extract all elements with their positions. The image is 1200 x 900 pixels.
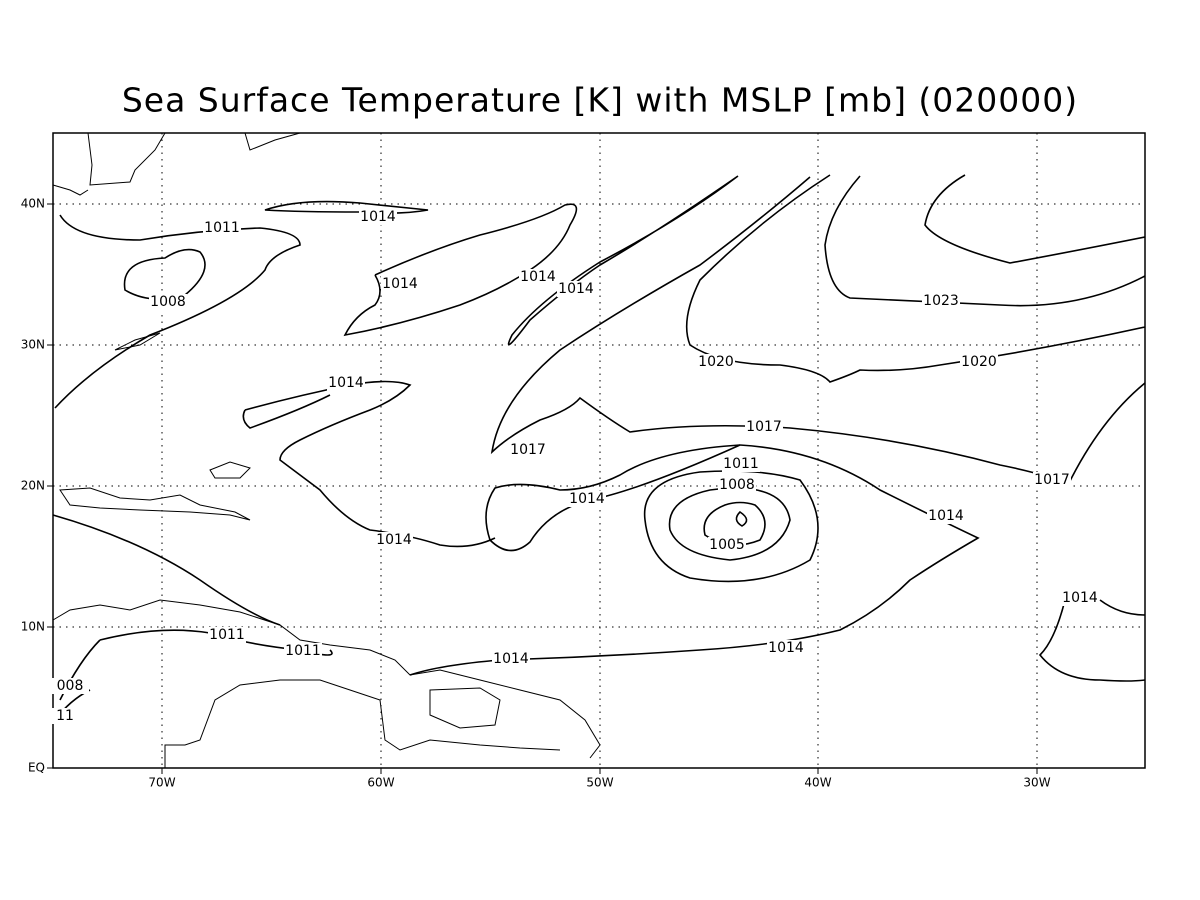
isobar-label: 1017 <box>1034 472 1070 488</box>
coastline <box>52 599 601 759</box>
isobar-label: 1005 <box>709 537 745 553</box>
label-backing <box>960 354 998 370</box>
isobar-label: 1011 <box>209 627 245 643</box>
isobar <box>703 501 766 546</box>
label-backing <box>203 220 241 236</box>
isobar-label: 1014 <box>520 269 556 285</box>
isobar-label: 1017 <box>746 419 782 435</box>
isobar-label: 1014 <box>768 640 804 656</box>
label-backing <box>708 537 746 553</box>
isobar <box>54 214 301 409</box>
isobar-label: 1014 <box>558 281 594 297</box>
label-backing <box>767 640 805 656</box>
label-backing <box>1061 590 1099 606</box>
lon-tick-label: 70W <box>148 776 175 790</box>
label-backing <box>375 532 413 548</box>
lon-tick-label: 60W <box>367 776 394 790</box>
isobar <box>824 175 1146 307</box>
lat-tick-label: EQ <box>28 761 45 775</box>
coastline <box>209 461 251 479</box>
label-backing <box>1033 472 1071 488</box>
isobar-label: 1011 <box>204 220 240 236</box>
coastline <box>59 487 251 521</box>
isobar <box>242 394 331 429</box>
isobar <box>409 444 980 676</box>
label-backing <box>51 678 89 694</box>
isobar-label: 1023 <box>923 293 959 309</box>
coastline <box>87 132 166 186</box>
label-backing <box>284 643 322 659</box>
isobar <box>1099 599 1146 616</box>
axis-labels: 70W 60W 50W 40W 30W EQ 10N 20N 30N 40N <box>21 197 1051 790</box>
isobar <box>735 510 748 527</box>
coastline <box>429 687 501 729</box>
isobar <box>490 176 1146 487</box>
label-backing <box>722 456 760 472</box>
label-backing <box>927 508 965 524</box>
label-backing <box>519 269 557 285</box>
isobar-label: 1017 <box>510 442 546 458</box>
label-backing <box>149 294 187 310</box>
isobar-label: 1008 <box>719 477 755 493</box>
coastline <box>244 132 301 151</box>
lon-tick-label: 50W <box>586 776 613 790</box>
label-backing <box>327 375 365 391</box>
isobar-label: 1014 <box>928 508 964 524</box>
label-backing <box>492 651 530 667</box>
isobar <box>507 175 739 346</box>
label-backing <box>359 209 397 225</box>
lat-tick-label: 30N <box>21 338 45 352</box>
label-backing <box>557 281 595 297</box>
isobar-label: 1008 <box>150 294 186 310</box>
label-backing <box>745 419 783 435</box>
isobar-label: 1014 <box>328 375 364 391</box>
lat-tick-label: 20N <box>21 479 45 493</box>
isobar-label: 008 <box>57 678 84 694</box>
label-backing <box>509 442 547 458</box>
lat-tick-label: 40N <box>21 197 45 211</box>
label-backing <box>381 276 419 292</box>
isobar <box>1038 599 1146 682</box>
coastline <box>52 184 89 196</box>
isobar <box>264 200 429 214</box>
map-title: Sea Surface Temperature [K] with MSLP [m… <box>122 81 1078 120</box>
isobar-label: 1014 <box>493 651 529 667</box>
isobar <box>643 470 819 583</box>
isobar <box>924 174 1146 264</box>
label-backing <box>46 708 84 724</box>
isobar-label: 11 <box>56 708 74 724</box>
isobar <box>52 514 281 626</box>
isobar-label: 1011 <box>723 456 759 472</box>
lon-tick-label: 40W <box>804 776 831 790</box>
label-backing <box>208 627 246 643</box>
label-backing <box>568 491 606 507</box>
coastlines <box>52 132 601 768</box>
isobar-label: 1020 <box>961 354 997 370</box>
isobar-label: 1011 <box>285 643 321 659</box>
label-backing <box>922 293 960 309</box>
isobar-label: 1014 <box>382 276 418 292</box>
isobar-label: 1014 <box>569 491 605 507</box>
isobar-label: 1014 <box>360 209 396 225</box>
lat-tick-label: 10N <box>21 620 45 634</box>
label-backing <box>718 477 756 493</box>
isobar-label: 1020 <box>698 354 734 370</box>
isobar-label: 1014 <box>376 532 412 548</box>
map-frame <box>52 132 1146 769</box>
lon-tick-label: 30W <box>1023 776 1050 790</box>
coastline <box>164 679 561 768</box>
isobar-label: 1014 <box>1062 590 1098 606</box>
label-backing <box>697 354 735 370</box>
